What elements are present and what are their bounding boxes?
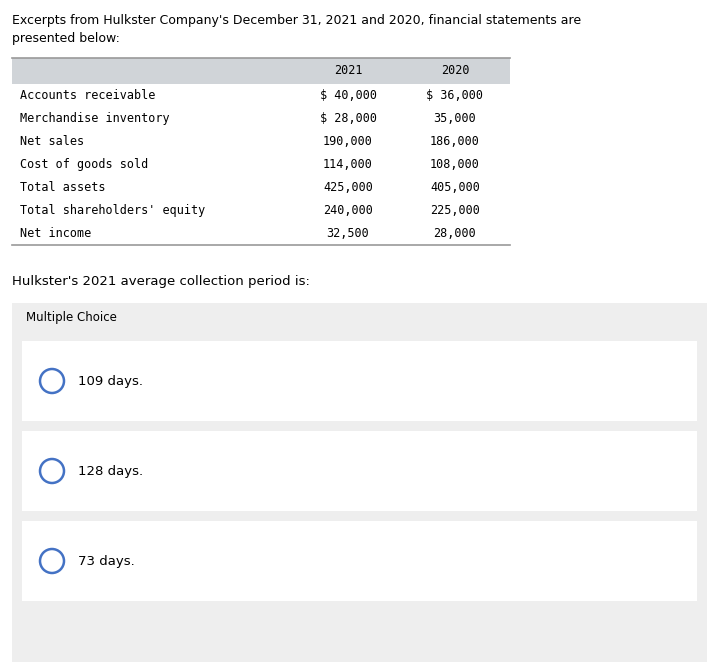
Text: 405,000: 405,000	[430, 181, 480, 194]
Text: Total assets: Total assets	[20, 181, 106, 194]
Text: Total shareholders' equity: Total shareholders' equity	[20, 204, 205, 217]
Text: Net sales: Net sales	[20, 135, 84, 148]
Text: Accounts receivable: Accounts receivable	[20, 89, 155, 102]
Text: 2020: 2020	[441, 64, 470, 77]
FancyBboxPatch shape	[12, 176, 510, 199]
Text: 28,000: 28,000	[434, 227, 477, 240]
Text: 114,000: 114,000	[323, 158, 373, 171]
FancyBboxPatch shape	[12, 130, 510, 153]
FancyBboxPatch shape	[22, 521, 697, 601]
FancyBboxPatch shape	[12, 222, 510, 245]
Text: 73 days.: 73 days.	[78, 555, 134, 567]
FancyBboxPatch shape	[12, 58, 510, 84]
Text: Hulkster's 2021 average collection period is:: Hulkster's 2021 average collection perio…	[12, 275, 310, 288]
FancyBboxPatch shape	[12, 199, 510, 222]
FancyBboxPatch shape	[12, 84, 510, 107]
Text: Excerpts from Hulkster Company's December 31, 2021 and 2020, financial statement: Excerpts from Hulkster Company's Decembe…	[12, 14, 581, 27]
Text: $ 28,000: $ 28,000	[319, 112, 377, 125]
Text: $ 40,000: $ 40,000	[319, 89, 377, 102]
Text: 186,000: 186,000	[430, 135, 480, 148]
FancyBboxPatch shape	[22, 431, 697, 511]
Text: presented below:: presented below:	[12, 32, 120, 45]
Text: Merchandise inventory: Merchandise inventory	[20, 112, 170, 125]
FancyBboxPatch shape	[12, 107, 510, 130]
Text: 109 days.: 109 days.	[78, 375, 143, 387]
Text: $ 36,000: $ 36,000	[426, 89, 483, 102]
FancyBboxPatch shape	[12, 333, 707, 662]
FancyBboxPatch shape	[22, 341, 697, 421]
Text: 35,000: 35,000	[434, 112, 477, 125]
Text: 425,000: 425,000	[323, 181, 373, 194]
Text: Net income: Net income	[20, 227, 91, 240]
FancyBboxPatch shape	[12, 153, 510, 176]
Text: 240,000: 240,000	[323, 204, 373, 217]
Text: 108,000: 108,000	[430, 158, 480, 171]
Text: Cost of goods sold: Cost of goods sold	[20, 158, 148, 171]
Text: 2021: 2021	[334, 64, 362, 77]
Text: 32,500: 32,500	[326, 227, 370, 240]
FancyBboxPatch shape	[12, 303, 707, 333]
Text: 190,000: 190,000	[323, 135, 373, 148]
Text: 225,000: 225,000	[430, 204, 480, 217]
Text: Multiple Choice: Multiple Choice	[26, 312, 117, 324]
Text: 128 days.: 128 days.	[78, 465, 143, 477]
